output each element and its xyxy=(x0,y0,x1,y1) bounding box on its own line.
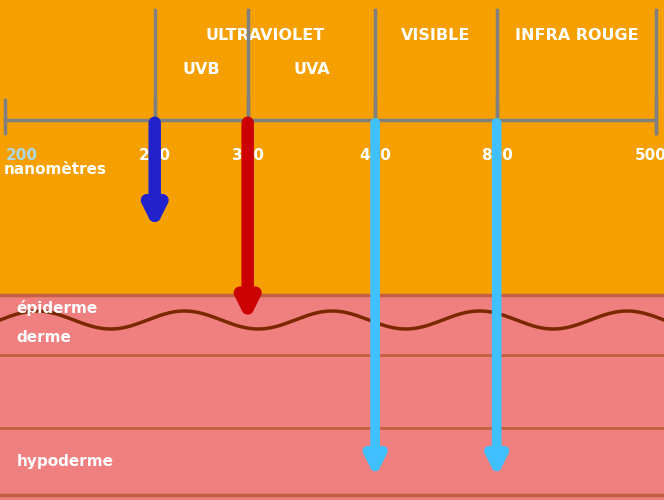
Text: 800: 800 xyxy=(481,148,513,162)
Text: 200: 200 xyxy=(5,148,37,162)
Text: hypoderme: hypoderme xyxy=(17,454,114,469)
Text: VISIBLE: VISIBLE xyxy=(401,28,471,42)
Text: 290: 290 xyxy=(139,148,171,162)
Text: nanomètres: nanomètres xyxy=(3,162,106,178)
Text: UVB: UVB xyxy=(183,62,220,78)
Text: épiderme: épiderme xyxy=(17,300,98,316)
Text: 400: 400 xyxy=(359,148,391,162)
Text: 320: 320 xyxy=(232,148,264,162)
Text: UVA: UVA xyxy=(293,62,330,78)
Text: 5000: 5000 xyxy=(635,148,664,162)
Text: ULTRAVIOLET: ULTRAVIOLET xyxy=(205,28,325,42)
Bar xyxy=(0,295,664,500)
Text: INFRA ROUGE: INFRA ROUGE xyxy=(515,28,638,42)
Text: derme: derme xyxy=(17,330,72,345)
